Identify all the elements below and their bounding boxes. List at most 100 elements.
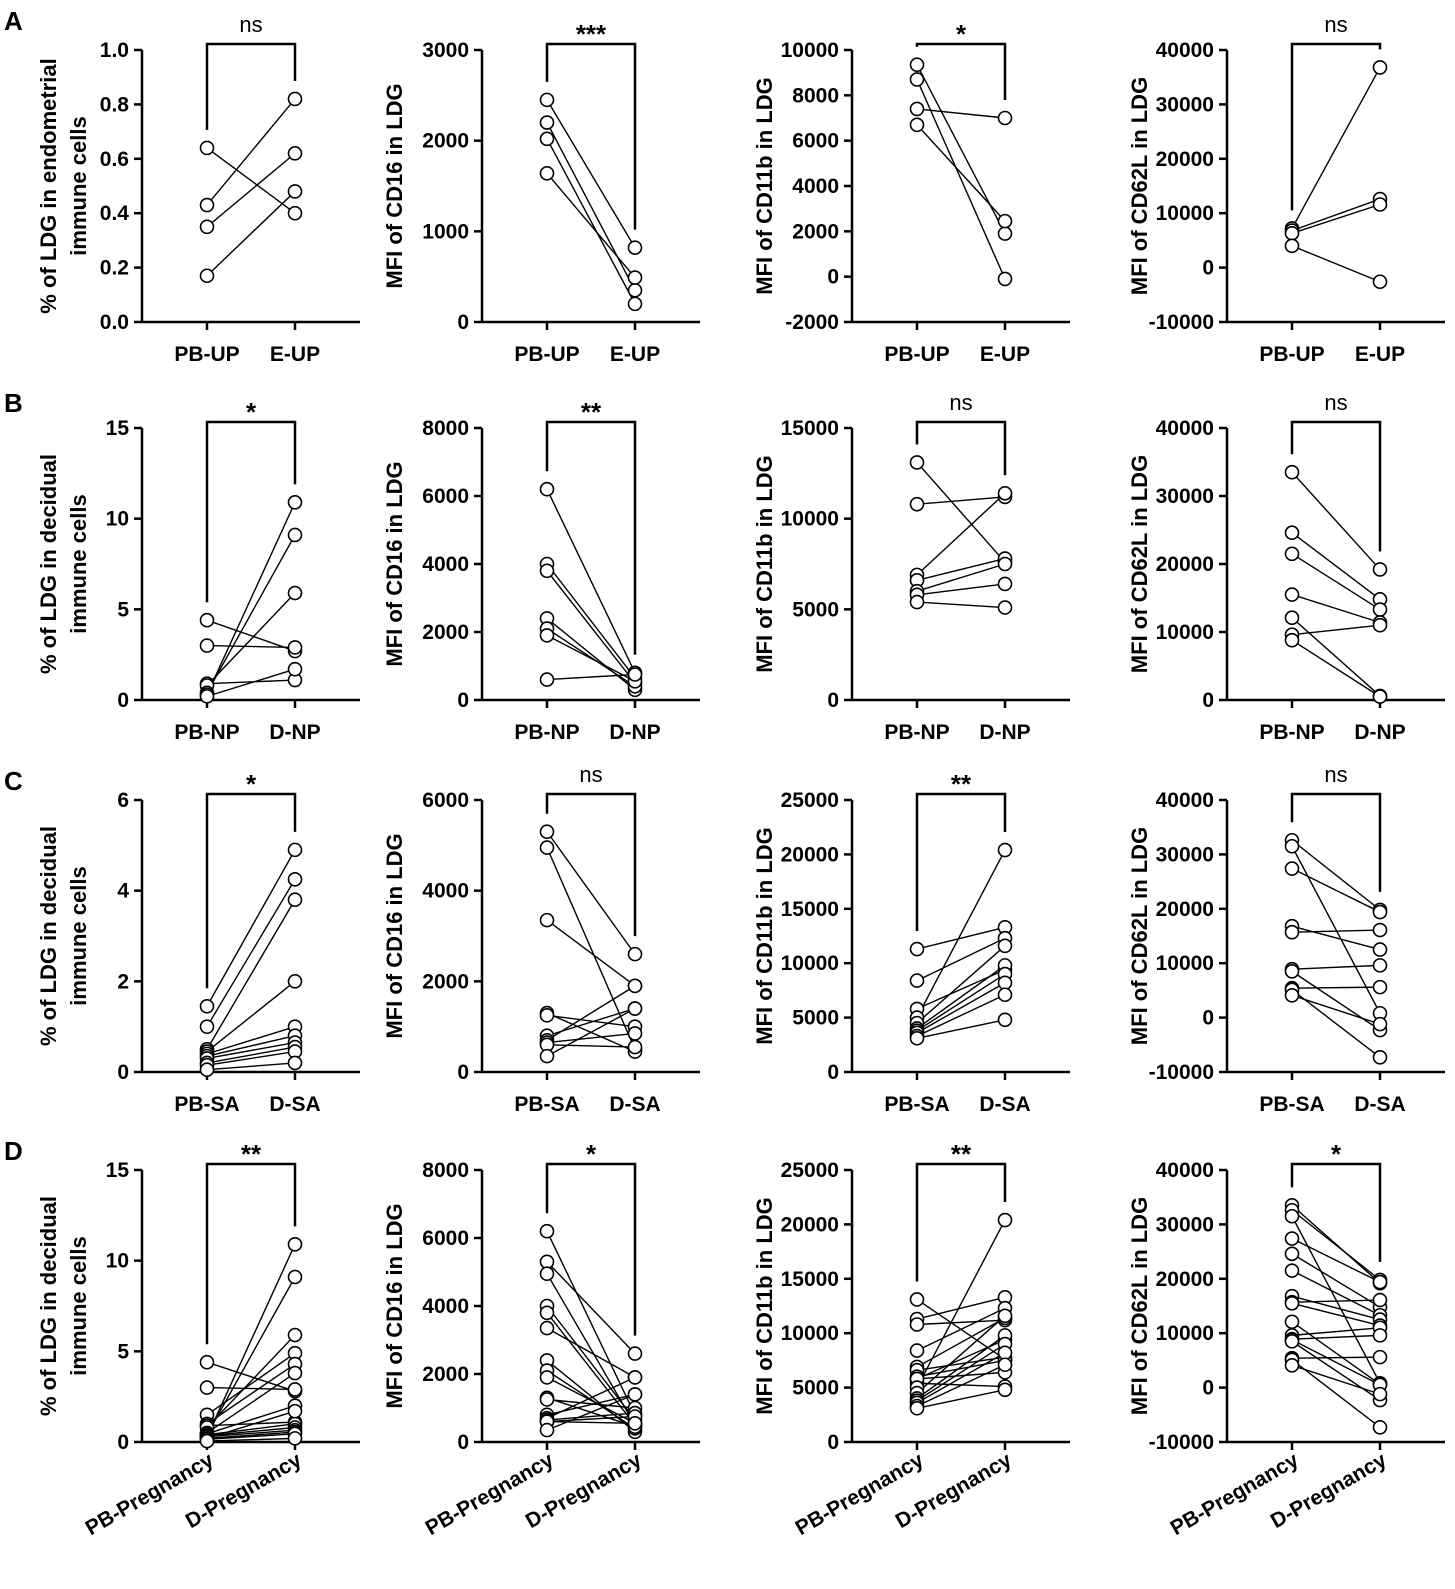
chart-14-point-PB-Pregnancy bbox=[539, 1320, 555, 1336]
chart-15-point-D-Pregnancy bbox=[997, 1382, 1013, 1398]
chart-14-pair-line bbox=[546, 1412, 636, 1421]
chart-3-point-PB-UP bbox=[909, 72, 925, 87]
chart-1-y-tick-label: 0.2 bbox=[100, 257, 129, 280]
chart-2-point-PB-UP bbox=[539, 166, 555, 181]
chart-12-point-PB-SA bbox=[1284, 838, 1300, 854]
chart-12-y-tick-label: 30000 bbox=[1156, 843, 1214, 866]
chart-4-y-tick-label: 30000 bbox=[1156, 93, 1214, 116]
chart-10-category-label: PB-SA bbox=[514, 1093, 579, 1116]
chart-15-point-D-Pregnancy bbox=[997, 1345, 1013, 1361]
chart-10-significance-label: ns bbox=[579, 762, 602, 787]
chart-4-point-E-UP bbox=[1372, 274, 1388, 290]
chart-14-pair-line bbox=[546, 1261, 636, 1355]
chart-10-point-PB-SA bbox=[539, 1008, 555, 1023]
chart-1-point-E-UP bbox=[287, 91, 303, 107]
chart-12-pair-line bbox=[1291, 925, 1381, 951]
chart-13-pair-line bbox=[206, 1363, 296, 1425]
chart-5-pair-line bbox=[206, 668, 296, 698]
chart-16-pair-line bbox=[1291, 1356, 1381, 1359]
chart-12-significance-bracket bbox=[1290, 792, 1382, 892]
chart-4-y-tick-label: 20000 bbox=[1156, 148, 1214, 171]
chart-4-y-tick-label: 0 bbox=[1202, 257, 1214, 280]
chart-13-y-tick-label: 15 bbox=[106, 1159, 130, 1182]
chart-7-y-tick-label: 15000 bbox=[781, 417, 839, 440]
chart-2-pair-line bbox=[546, 172, 636, 279]
chart-1-significance-label: ns bbox=[239, 12, 262, 37]
chart-13-y-tick-label: 0 bbox=[117, 1431, 129, 1454]
chart-9-significance-label: * bbox=[246, 769, 257, 799]
chart-14-pair-line bbox=[546, 1415, 636, 1423]
chart-13-point-PB-Pregnancy bbox=[199, 1380, 215, 1395]
chart-10-point-PB-SA bbox=[539, 840, 555, 855]
chart-16-point-D-Pregnancy bbox=[1372, 1420, 1388, 1435]
chart-11-point-PB-SA bbox=[909, 973, 925, 988]
chart-8-point-D-NP bbox=[1372, 602, 1388, 617]
chart-9-pair-line bbox=[206, 878, 296, 1028]
chart-6-point-D-NP bbox=[627, 667, 643, 682]
chart-15-point-PB-Pregnancy bbox=[909, 1400, 925, 1416]
chart-15-pair-line bbox=[916, 1315, 1006, 1394]
chart-16-pair-line bbox=[1291, 1237, 1381, 1283]
chart-12-pair-line bbox=[1291, 845, 1381, 1014]
chart-1-y-tick-label: 0.4 bbox=[100, 202, 130, 225]
chart-11-pair-line bbox=[916, 964, 1006, 1030]
chart-6-y-tick-label: 0 bbox=[457, 689, 469, 712]
chart-15-pair-line bbox=[916, 1371, 1006, 1380]
chart-16-pair-line bbox=[1291, 1302, 1381, 1327]
chart-6-point-PB-NP bbox=[539, 563, 555, 579]
chart-9-pair-line bbox=[206, 1046, 296, 1064]
chart-13-significance-bracket bbox=[205, 1162, 297, 1345]
chart-15-point-D-Pregnancy bbox=[997, 1308, 1013, 1324]
chart-4-point-PB-UP bbox=[1284, 238, 1300, 254]
chart-4-y-tick-label: -10000 bbox=[1149, 311, 1214, 334]
chart-14-point-PB-Pregnancy bbox=[539, 1266, 555, 1281]
chart-7-pair-line bbox=[916, 601, 1006, 609]
chart-16-y-tick-label: 0 bbox=[1202, 1377, 1214, 1400]
chart-3-point-E-UP bbox=[997, 110, 1013, 126]
chart-14-significance-label: * bbox=[586, 1139, 597, 1169]
chart-7-category-label: PB-NP bbox=[884, 721, 949, 744]
chart-12-category-label: D-SA bbox=[1354, 1093, 1405, 1116]
chart-1-y-axis-label: % of LDG in endometrial immune cells bbox=[36, 58, 91, 313]
chart-9-point-D-SA bbox=[287, 1055, 303, 1071]
chart-12-pair-line bbox=[1291, 839, 1381, 911]
chart-8-y-axis-label: MFI of CD62L in LDG bbox=[1127, 455, 1152, 673]
chart-4-point-PB-UP bbox=[1284, 226, 1300, 241]
chart-6-point-PB-NP bbox=[539, 628, 555, 643]
chart-3-y-tick-label: 2000 bbox=[792, 220, 839, 243]
chart-13-y-axis-label: % of LDG in decidual immune cells bbox=[36, 1196, 91, 1416]
chart-11-point-D-SA bbox=[997, 1012, 1013, 1028]
chart-13-pair-line bbox=[206, 1405, 296, 1435]
chart-10-point-D-SA bbox=[627, 1026, 643, 1041]
chart-16-point-PB-Pregnancy bbox=[1284, 1314, 1300, 1330]
chart-8-significance-label: ns bbox=[1324, 390, 1347, 415]
chart-8-point-PB-NP bbox=[1284, 632, 1300, 648]
chart-5-point-D-NP bbox=[287, 585, 303, 601]
chart-14-point-PB-Pregnancy bbox=[539, 1392, 555, 1407]
chart-8-significance-bracket bbox=[1290, 420, 1382, 552]
chart-11-pair-line bbox=[916, 937, 1006, 982]
chart-1-pair-line bbox=[206, 147, 296, 214]
chart-16-y-axis-label: MFI of CD62L in LDG bbox=[1127, 1197, 1152, 1415]
chart-1-point-PB-UP bbox=[199, 268, 215, 284]
chart-12-pair-line bbox=[1291, 989, 1381, 1058]
chart-8-pair-line bbox=[1291, 471, 1381, 570]
chart-10-pair-line bbox=[546, 1044, 636, 1048]
chart-16-pair-line bbox=[1291, 1327, 1381, 1337]
chart-15-pair-line bbox=[916, 1359, 1006, 1378]
chart-16-pair-line bbox=[1291, 1339, 1381, 1386]
chart-16-point-D-Pregnancy bbox=[1372, 1292, 1388, 1308]
chart-6-pair-line bbox=[546, 634, 636, 682]
chart-6-y-tick-label: 2000 bbox=[422, 621, 469, 644]
chart-3-significance-label: * bbox=[956, 19, 967, 49]
chart-8-point-D-NP bbox=[1372, 562, 1388, 577]
chart-15-pair-line bbox=[916, 1334, 1006, 1400]
chart-13-pair-line bbox=[206, 1421, 296, 1427]
chart-5-point-PB-NP bbox=[199, 689, 215, 704]
chart-12-pair-line bbox=[1291, 970, 1381, 1031]
chart-8-point-PB-NP bbox=[1284, 610, 1300, 626]
chart-2-point-PB-UP bbox=[539, 92, 555, 108]
chart-15-point-PB-Pregnancy bbox=[909, 1317, 925, 1332]
chart-16-pair-line bbox=[1291, 1321, 1381, 1385]
chart-15-significance-bracket bbox=[915, 1162, 1007, 1282]
